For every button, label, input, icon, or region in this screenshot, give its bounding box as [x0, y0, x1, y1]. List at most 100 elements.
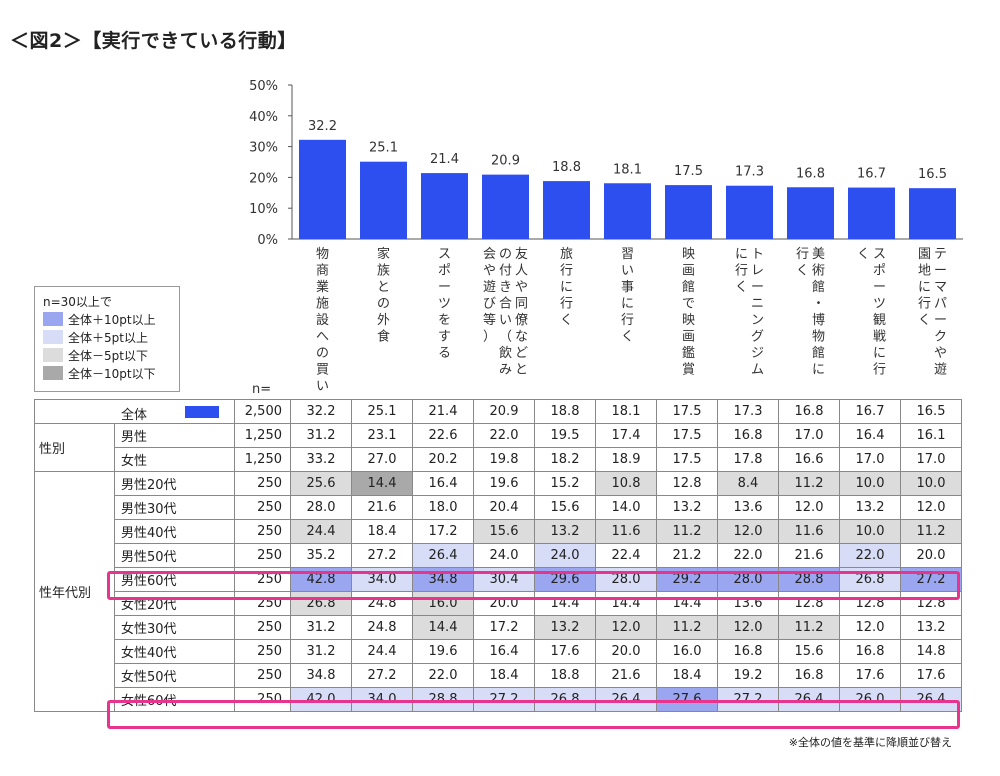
- category-char: 行: [560, 264, 573, 279]
- category-char: 家: [377, 246, 390, 262]
- value-cell: 25.1: [351, 399, 413, 424]
- value-cell: 11.6: [595, 519, 657, 544]
- value-cell: 18.0: [412, 495, 474, 520]
- category-char: 業: [316, 279, 329, 295]
- row-label: 男性40代: [114, 519, 235, 544]
- value-cell: 14.4: [656, 591, 718, 616]
- value-cell: 24.0: [534, 543, 596, 568]
- value-cell: 21.2: [656, 543, 718, 568]
- value-cell: 20.2: [412, 447, 474, 472]
- category-char: 遊: [934, 363, 947, 378]
- value-cell: 13.2: [534, 615, 596, 640]
- value-cell: 26.4: [900, 687, 962, 712]
- table-row: 女性20代 250 26.8 24.8 16.0 20.0 14.4 14.4 14.4 13.6…: [35, 591, 962, 616]
- category-char: く: [621, 330, 634, 345]
- category-char: 館: [812, 280, 825, 295]
- value-cell: 12.0: [717, 519, 779, 544]
- category-char: 物: [812, 330, 825, 345]
- value-cell: 17.5: [656, 423, 718, 448]
- legend-label: 全体－5pt以下: [68, 348, 148, 363]
- category-char: ポ: [438, 264, 451, 279]
- total-swatch: [185, 406, 219, 418]
- row-label: 女性40代: [114, 639, 235, 664]
- row-label: 女性: [114, 447, 235, 472]
- bar: [726, 185, 773, 239]
- value-cell: 12.0: [717, 615, 779, 640]
- bar: [543, 181, 590, 239]
- bar: [299, 139, 346, 239]
- category-char: の: [316, 346, 329, 361]
- value-cell: 16.8: [839, 639, 901, 664]
- value-cell: 24.4: [290, 519, 352, 544]
- bar: [909, 188, 956, 239]
- value-cell: 24.0: [473, 543, 535, 568]
- value-cell: 11.6: [778, 519, 840, 544]
- y-tick-label: 40%: [249, 110, 278, 125]
- y-tick-label: 0%: [257, 233, 278, 248]
- value-cell: 8.4: [717, 471, 779, 496]
- value-cell: 17.6: [900, 663, 962, 688]
- value-cell: 15.6: [778, 639, 840, 664]
- n-cell: 1,250: [234, 447, 291, 472]
- category-char: い: [499, 313, 512, 328]
- value-cell: 17.8: [717, 447, 779, 472]
- category-char: 飲: [499, 345, 512, 361]
- category-char: （: [499, 330, 512, 345]
- category-char: に: [873, 346, 886, 361]
- value-cell: 24.8: [351, 591, 413, 616]
- value-cell: 20.0: [900, 543, 962, 568]
- table-row: 女性50代 250 34.8 27.2 22.0 18.4 18.8 21.6 18.4 19.2…: [35, 663, 962, 688]
- value-cell: 21.6: [595, 663, 657, 688]
- category-char: 行: [621, 313, 634, 328]
- value-cell: 33.2: [290, 447, 352, 472]
- value-cell: 17.6: [839, 663, 901, 688]
- row-label-text: 全体: [121, 408, 148, 423]
- category-char: 等: [483, 312, 496, 328]
- value-cell: 12.0: [900, 495, 962, 520]
- table-row: 女性 1,250 33.2 27.0 20.2 19.8 18.2 18.9 17.5 17.8 1…: [35, 447, 962, 472]
- value-cell: 16.4: [473, 639, 535, 664]
- value-cell: 18.8: [534, 663, 596, 688]
- category-char: 映: [682, 313, 695, 328]
- category-char: ス: [873, 247, 886, 262]
- category-char: 画: [682, 330, 695, 345]
- value-cell: 14.4: [412, 615, 474, 640]
- category-char: マ: [934, 280, 947, 295]
- value-cell: 16.7: [839, 399, 901, 424]
- category-char: と: [377, 280, 390, 295]
- data-label: 17.5: [674, 164, 703, 179]
- y-tick-label: 30%: [249, 141, 278, 156]
- legend-item: 全体－10pt以下: [43, 365, 156, 381]
- value-cell: 16.1: [900, 423, 962, 448]
- value-cell: 20.0: [595, 639, 657, 664]
- data-label: 17.3: [735, 165, 764, 180]
- value-cell: 13.2: [839, 495, 901, 520]
- row-label: 全体: [34, 399, 235, 424]
- category-char: 賞: [682, 363, 695, 378]
- value-cell: 10.8: [595, 471, 657, 496]
- category-char: に: [621, 297, 634, 312]
- category-char: ポ: [873, 264, 886, 279]
- category-char: ）: [483, 330, 496, 345]
- value-cell: 19.5: [534, 423, 596, 448]
- value-cell: 27.6: [656, 687, 718, 712]
- value-cell: 26.0: [839, 687, 901, 712]
- value-cell: 22.6: [412, 423, 474, 448]
- category-char: 地: [918, 264, 931, 279]
- category-char: 鑑: [682, 345, 695, 361]
- value-cell: 16.8: [717, 423, 779, 448]
- value-cell: 12.0: [595, 615, 657, 640]
- value-cell: 17.4: [595, 423, 657, 448]
- n-cell: 250: [234, 471, 291, 496]
- category-char: 園: [918, 247, 931, 262]
- category-char: び: [483, 297, 496, 312]
- value-cell: 12.0: [839, 615, 901, 640]
- value-cell: 10.0: [900, 471, 962, 496]
- value-cell: 17.0: [900, 447, 962, 472]
- data-label: 16.5: [918, 167, 947, 182]
- legend-item: 全体＋5pt以上: [43, 329, 148, 345]
- category-char: 付: [499, 264, 512, 279]
